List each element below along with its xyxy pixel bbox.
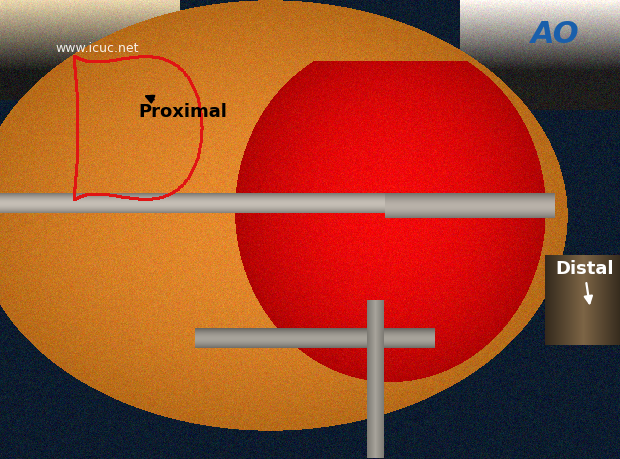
Text: AO: AO (531, 20, 579, 49)
Text: www.icuc.net: www.icuc.net (56, 42, 140, 55)
Text: Distal: Distal (555, 259, 613, 303)
Text: Proximal: Proximal (138, 96, 228, 122)
